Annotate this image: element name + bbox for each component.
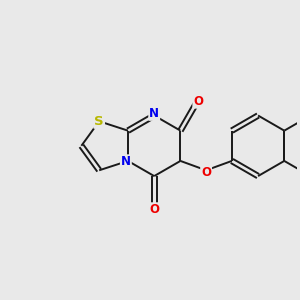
Text: N: N (121, 155, 131, 168)
Text: O: O (201, 166, 211, 179)
Text: S: S (94, 115, 104, 128)
Text: O: O (193, 95, 203, 108)
Text: N: N (149, 107, 159, 120)
Text: O: O (149, 203, 159, 216)
